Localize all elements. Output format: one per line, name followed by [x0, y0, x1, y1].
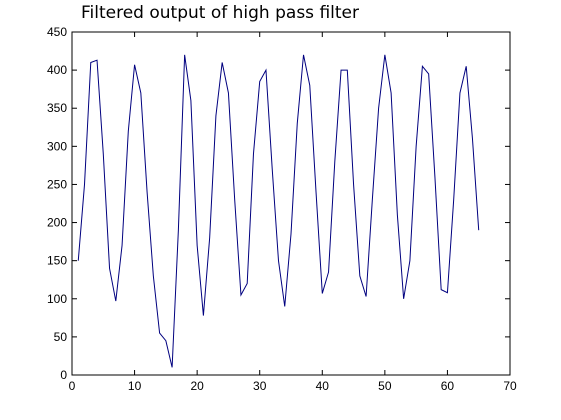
- y-tick-label: 100: [47, 292, 67, 306]
- y-tick-label: 200: [47, 216, 67, 230]
- x-tick-label: 40: [316, 379, 330, 393]
- y-tick-label: 350: [47, 101, 67, 115]
- axis-ticks: [71, 31, 511, 376]
- y-tick-label: 400: [47, 63, 67, 77]
- x-tick-label: 60: [441, 379, 455, 393]
- x-tick-label: 0: [69, 379, 76, 393]
- x-tick-label: 50: [378, 379, 392, 393]
- y-tick-label: 50: [54, 330, 68, 344]
- x-tick-label: 30: [253, 379, 267, 393]
- y-tick-label: 0: [60, 368, 67, 382]
- plot-area-border: [71, 31, 511, 376]
- y-tick-label: 250: [47, 177, 67, 191]
- x-tick-label: 20: [190, 379, 204, 393]
- y-tick-label: 300: [47, 139, 67, 153]
- x-tick-label: 10: [128, 379, 142, 393]
- data-series: [77, 54, 480, 368]
- y-tick-label: 150: [47, 254, 67, 268]
- series-line: [77, 54, 480, 368]
- plot-frame: [71, 31, 511, 376]
- y-tick-label: 450: [47, 25, 67, 39]
- x-tick-label: 70: [503, 379, 517, 393]
- chart-title: Filtered output of high pass filter: [81, 3, 359, 23]
- axis-tick-labels: 0 10 20 30 40 50 60 70 0 50 100 150 200 250 300 350 400 4…: [47, 25, 517, 393]
